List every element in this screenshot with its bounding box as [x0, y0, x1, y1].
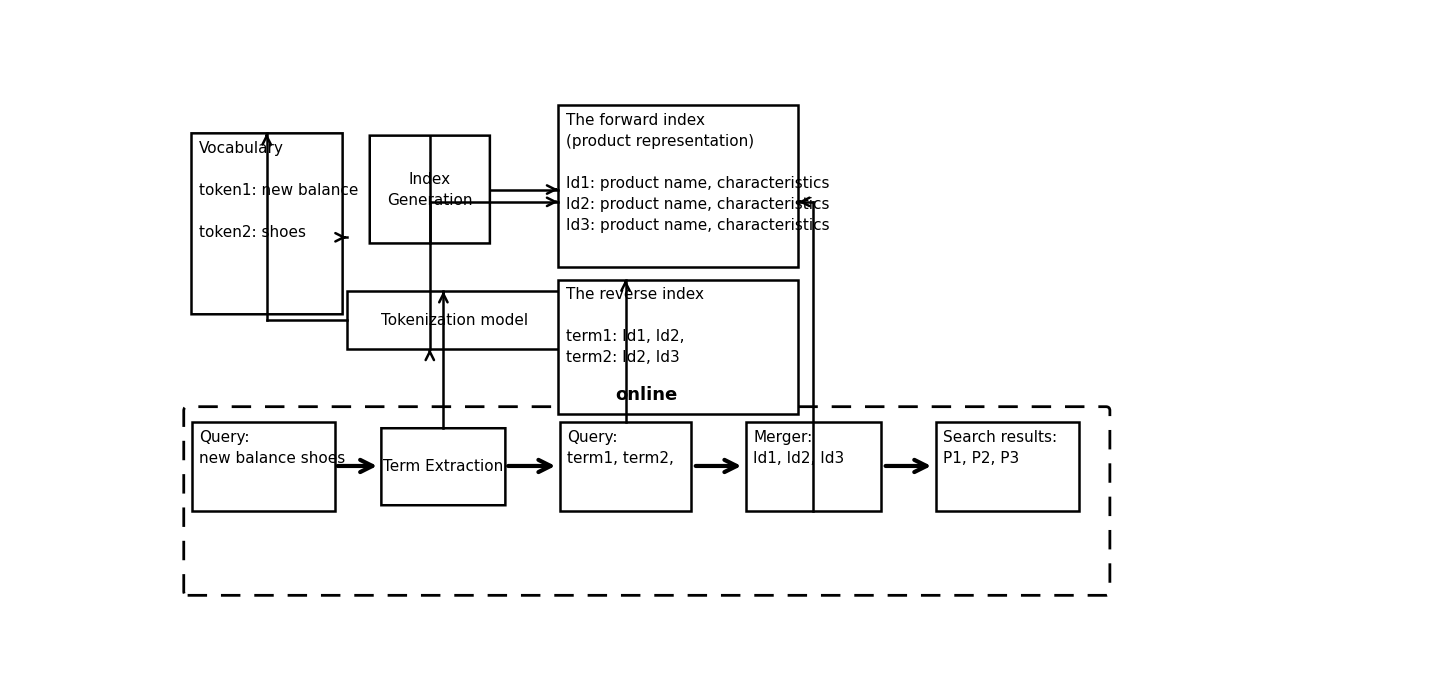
FancyBboxPatch shape [560, 422, 691, 511]
FancyBboxPatch shape [558, 280, 799, 414]
Text: Tokenization model: Tokenization model [381, 312, 528, 328]
Text: Merger:
Id1, Id2, Id3: Merger: Id1, Id2, Id3 [754, 430, 845, 466]
FancyBboxPatch shape [381, 428, 505, 505]
FancyBboxPatch shape [935, 422, 1079, 511]
Text: Term Extraction: Term Extraction [383, 459, 504, 474]
Text: Query:
term1, term2,: Query: term1, term2, [567, 430, 675, 466]
Text: The forward index
(product representation)

Id1: product name, characteristics
I: The forward index (product representatio… [566, 112, 829, 232]
FancyBboxPatch shape [347, 291, 564, 349]
FancyBboxPatch shape [370, 135, 489, 244]
Text: online: online [616, 387, 678, 405]
FancyBboxPatch shape [745, 422, 881, 511]
FancyBboxPatch shape [191, 422, 335, 511]
FancyBboxPatch shape [191, 133, 342, 314]
Text: Index
Generation: Index Generation [387, 171, 472, 208]
Text: Query:
new balance shoes: Query: new balance shoes [199, 430, 345, 466]
Text: The reverse index

term1: Id1, Id2,
term2: Id2, Id3: The reverse index term1: Id1, Id2, term2… [566, 287, 704, 365]
Text: Search results:
P1, P2, P3: Search results: P1, P2, P3 [943, 430, 1058, 466]
FancyBboxPatch shape [558, 105, 799, 266]
Text: Vocabulary

token1: new balance

token2: shoes: Vocabulary token1: new balance token2: s… [199, 141, 358, 240]
